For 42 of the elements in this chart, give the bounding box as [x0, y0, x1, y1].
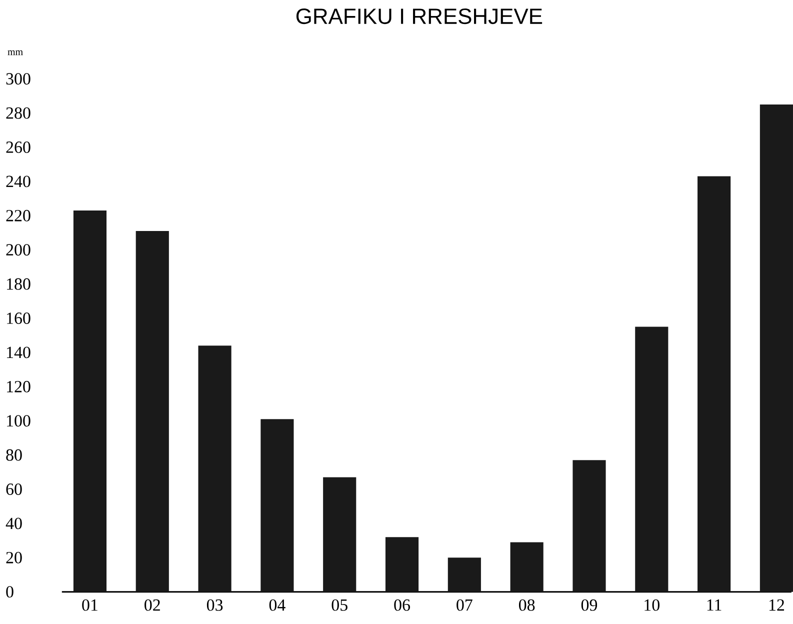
bar: [448, 558, 481, 592]
y-tick-label: 40: [6, 518, 22, 530]
y-tick-label: 0: [6, 586, 14, 598]
x-tick-label: 07: [456, 599, 472, 611]
x-tick-label: 04: [269, 599, 286, 611]
x-tick-label: 11: [707, 599, 722, 611]
x-tick-label: 08: [518, 599, 535, 611]
bar: [323, 477, 356, 592]
bar: [136, 231, 169, 592]
y-tick-label: 220: [6, 210, 30, 222]
y-tick-label: 240: [6, 176, 30, 188]
bar: [760, 104, 793, 592]
y-tick-label: 300: [6, 73, 30, 85]
bar: [198, 346, 232, 592]
bar: [73, 210, 107, 592]
y-tick-label: 260: [6, 142, 30, 154]
x-tick-label: 12: [769, 599, 784, 611]
y-tick-label: 120: [7, 381, 30, 392]
y-tick-label: 20: [6, 552, 22, 564]
x-tick-label: 03: [206, 599, 223, 611]
x-tick-label: 05: [332, 599, 348, 611]
y-tick-label: 200: [6, 244, 30, 256]
chart-title: GRAFIKU I RRESHJEVE: [296, 8, 542, 24]
bar: [572, 460, 606, 592]
bar: [698, 176, 731, 592]
x-tick-label: 02: [144, 599, 160, 611]
bar: [510, 542, 544, 592]
bar: [635, 326, 668, 592]
x-tick-label: 06: [394, 599, 410, 611]
y-axis-title: mm: [8, 50, 23, 56]
y-tick-label: 160: [7, 312, 30, 324]
y-tick-label: 180: [7, 278, 30, 290]
x-tick-label: 01: [82, 599, 98, 611]
x-tick-label: 09: [581, 599, 598, 611]
y-tick-label: 140: [7, 346, 30, 358]
bar: [260, 419, 294, 592]
x-tick-label: 10: [644, 599, 660, 611]
y-tick-label: 80: [6, 449, 22, 461]
y-tick-label: 100: [7, 415, 30, 427]
y-tick-label: 60: [6, 484, 22, 496]
y-tick-label: 280: [6, 107, 30, 119]
bar: [385, 537, 419, 592]
